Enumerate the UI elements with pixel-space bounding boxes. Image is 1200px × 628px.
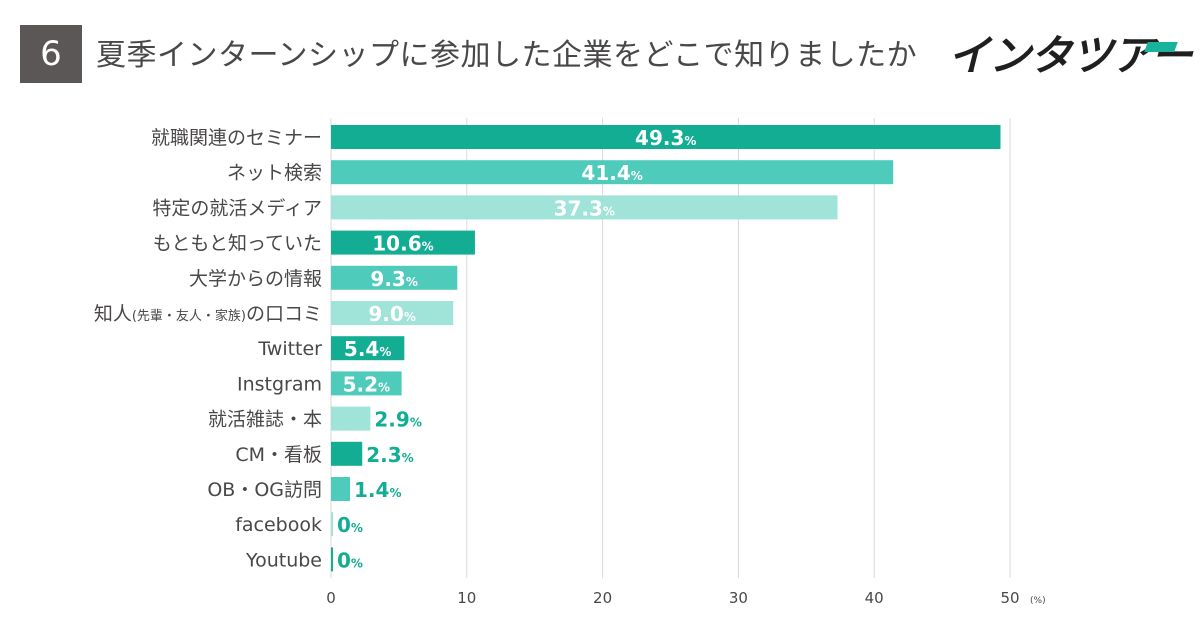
chart-title: 夏季インターンシップに参加した企業をどこで知りましたか bbox=[96, 38, 918, 73]
value-label-10: 1.4% bbox=[354, 478, 401, 502]
value-label-4: 9.3% bbox=[370, 267, 417, 291]
category-label-0: 就職関連のセミナー bbox=[151, 127, 322, 149]
value-label-0: 49.3% bbox=[635, 126, 696, 150]
value-label-2: 37.3% bbox=[554, 196, 615, 220]
category-label-8: 就活雑誌・本 bbox=[208, 409, 322, 431]
bar-5 bbox=[331, 301, 454, 325]
bar-7 bbox=[331, 371, 402, 396]
value-label-5: 9.0% bbox=[368, 302, 415, 326]
bar-1 bbox=[331, 160, 894, 185]
x-tick-label-0: 0 bbox=[326, 589, 336, 607]
category-label-6: Twitter bbox=[257, 338, 322, 360]
category-label-9: CM・看板 bbox=[235, 444, 322, 466]
category-label-7: Instgram bbox=[237, 373, 322, 395]
bar-2 bbox=[331, 195, 838, 220]
category-label-12: Youtube bbox=[245, 549, 322, 571]
x-unit-label: (%) bbox=[1030, 596, 1046, 606]
bar-9 bbox=[331, 441, 363, 466]
intatour-logo: インタツアー bbox=[948, 18, 1192, 80]
value-label-12: 0% bbox=[337, 548, 363, 572]
x-tick-label-30: 30 bbox=[729, 589, 748, 607]
category-label-5: 知人(先輩・友人・家族)の口コミ bbox=[94, 303, 322, 325]
category-label-3: もともと知っていた bbox=[153, 233, 322, 255]
logo-text: インタツアー bbox=[948, 31, 1192, 80]
bar-8 bbox=[331, 406, 371, 431]
value-label-11: 0% bbox=[337, 513, 363, 537]
value-label-9: 2.3% bbox=[366, 443, 413, 467]
bar-0 bbox=[331, 125, 1001, 149]
category-label-2: 特定の就活メディア bbox=[152, 197, 322, 219]
x-tick-label-20: 20 bbox=[593, 589, 612, 607]
bar-3 bbox=[331, 230, 475, 255]
category-label-1: ネット検索 bbox=[227, 162, 322, 184]
category-label-4: 大学からの情報 bbox=[189, 268, 322, 290]
bar-10 bbox=[331, 477, 351, 501]
value-label-1: 41.4% bbox=[581, 161, 642, 185]
bar-12 bbox=[331, 547, 333, 572]
value-label-6: 5.4% bbox=[344, 337, 391, 361]
value-label-7: 5.2% bbox=[343, 372, 390, 396]
bar-4 bbox=[331, 265, 458, 290]
category-label-11: facebook bbox=[235, 514, 322, 536]
x-tick-label-40: 40 bbox=[865, 589, 884, 607]
x-tick-label-10: 10 bbox=[457, 589, 476, 607]
question-number-badge: 6 bbox=[20, 25, 82, 83]
bar-11 bbox=[331, 512, 333, 537]
bar-6 bbox=[331, 336, 405, 361]
category-label-10: OB・OG訪問 bbox=[207, 479, 322, 501]
value-label-3: 10.6% bbox=[372, 232, 433, 256]
x-tick-label-50: 50 bbox=[1000, 589, 1019, 607]
value-label-8: 2.9% bbox=[374, 408, 421, 432]
